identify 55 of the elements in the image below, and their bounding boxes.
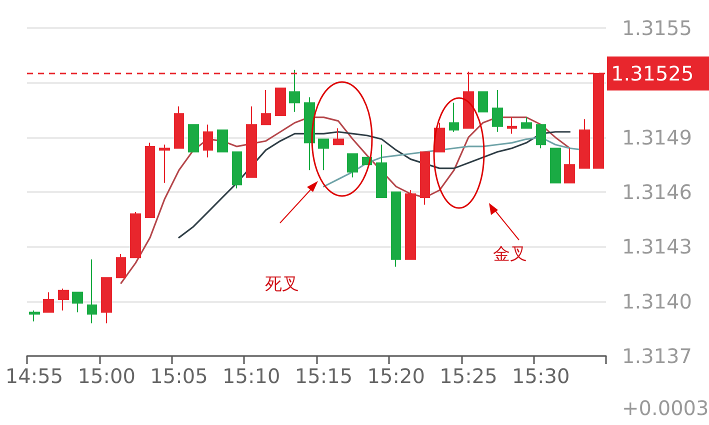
candlestick bbox=[521, 116, 532, 129]
x-tick-label: 15:30 bbox=[512, 364, 570, 388]
candlestick bbox=[159, 144, 170, 184]
y-tick-label: 1.3143 bbox=[622, 234, 692, 259]
candlestick bbox=[275, 88, 286, 116]
candlestick bbox=[232, 151, 242, 189]
candlestick bbox=[87, 258, 97, 324]
candlestick bbox=[217, 130, 228, 152]
candlestick bbox=[101, 277, 112, 324]
candlestick bbox=[174, 106, 184, 149]
candlestick bbox=[145, 142, 155, 218]
x-tick-label: 14:55 bbox=[5, 364, 64, 388]
candlestick bbox=[58, 288, 69, 311]
text: +0.0003 bbox=[622, 396, 709, 420]
line-series bbox=[178, 131, 571, 238]
candlestick bbox=[579, 118, 590, 169]
x-tick-label: 15:05 bbox=[150, 364, 208, 388]
candlestick bbox=[536, 124, 546, 149]
annotation: 金叉 bbox=[493, 244, 527, 264]
candlestick bbox=[550, 148, 561, 184]
candlestick bbox=[333, 128, 344, 146]
candlestick bbox=[478, 91, 488, 112]
candlestick bbox=[376, 144, 387, 198]
candlestick bbox=[116, 253, 126, 278]
candlestick bbox=[507, 116, 517, 134]
candlestick bbox=[261, 89, 271, 126]
candlestick bbox=[304, 96, 315, 171]
candlestick bbox=[564, 148, 575, 184]
x-tick-label: 15:15 bbox=[294, 364, 353, 388]
candlestick bbox=[246, 106, 257, 178]
y-tick-label: 1.3140 bbox=[622, 289, 692, 314]
x-tick-label: 15:20 bbox=[367, 364, 425, 388]
candlestick bbox=[289, 69, 300, 112]
y-tick-label: 1.3146 bbox=[622, 180, 692, 204]
candlestick bbox=[188, 124, 199, 152]
x-tick-label: 15:00 bbox=[78, 364, 136, 388]
candlestick bbox=[43, 292, 54, 313]
candlestick bbox=[420, 151, 430, 206]
candlestick bbox=[391, 192, 401, 268]
candlestick bbox=[492, 89, 503, 132]
y-tick-label: 1.3137 bbox=[622, 344, 692, 368]
candlestick bbox=[72, 292, 83, 313]
candlestick bbox=[318, 138, 329, 171]
candlestick bbox=[29, 310, 40, 322]
x-tick-label: 15:10 bbox=[222, 364, 280, 388]
candlestick bbox=[449, 102, 459, 132]
y-tick-label: 1.3155 bbox=[622, 16, 692, 40]
candlestick bbox=[203, 124, 213, 158]
y-tick-label: 1.3149 bbox=[622, 125, 692, 150]
x-tick-label: 15:25 bbox=[440, 364, 498, 388]
ref-line-label: 1.31525 bbox=[611, 62, 694, 86]
candlestick bbox=[130, 212, 141, 258]
annotation: 死叉 bbox=[265, 274, 299, 294]
candlestick bbox=[405, 190, 416, 260]
candlestick bbox=[347, 153, 358, 178]
